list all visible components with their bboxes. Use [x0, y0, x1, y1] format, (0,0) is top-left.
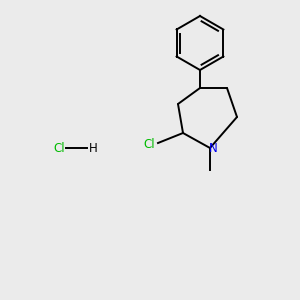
Text: N: N [208, 142, 217, 154]
Text: H: H [89, 142, 98, 154]
Text: Cl: Cl [143, 137, 155, 151]
Text: Cl: Cl [53, 142, 65, 154]
